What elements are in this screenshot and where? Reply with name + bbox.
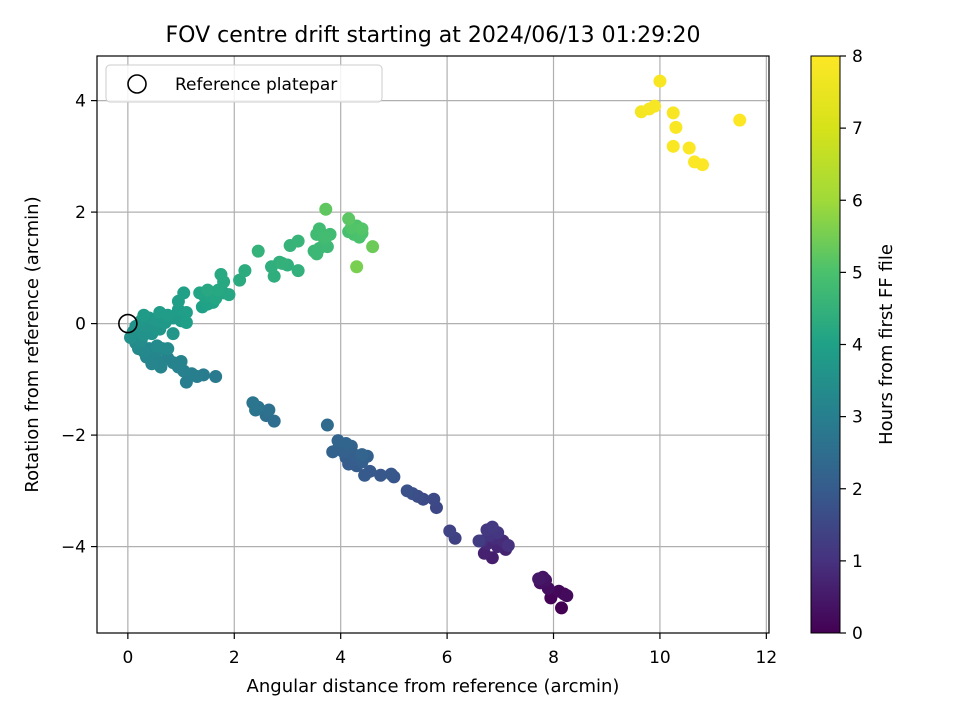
- data-point: [179, 315, 193, 329]
- data-point: [326, 445, 340, 459]
- x-tick-label: 2: [229, 648, 240, 668]
- data-point: [233, 273, 247, 287]
- chart-title: FOV centre drift starting at 2024/06/13 …: [166, 23, 701, 48]
- data-point: [339, 436, 353, 450]
- y-axis-ticks: −4 −2 0 2 4: [61, 92, 97, 558]
- colorbar-tick-label: 6: [852, 191, 863, 211]
- data-point: [161, 342, 175, 356]
- x-tick-label: 0: [122, 648, 133, 668]
- data-point: [400, 484, 414, 498]
- colorbar-tick-label: 7: [852, 119, 863, 139]
- reference-platepar-marker: [118, 313, 138, 334]
- data-point: [501, 538, 515, 552]
- data-point: [310, 247, 324, 261]
- y-tick-label: −4: [61, 538, 86, 558]
- colorbar-label: Hours from first FF file: [876, 244, 897, 445]
- colorbar-tick-label: 2: [852, 480, 863, 500]
- data-point: [355, 448, 369, 462]
- data-point: [251, 244, 265, 258]
- colorbar: [810, 55, 841, 634]
- y-tick-label: 2: [75, 203, 86, 223]
- x-tick-label: 6: [442, 648, 453, 668]
- data-point: [174, 355, 188, 369]
- data-point: [137, 308, 151, 322]
- legend-label: Reference platepar: [175, 75, 337, 95]
- x-tick-label: 8: [548, 648, 559, 668]
- colorbar-tick-label: 5: [852, 263, 863, 283]
- data-point: [179, 305, 193, 319]
- data-point: [161, 308, 175, 322]
- data-point: [177, 286, 191, 300]
- data-point: [355, 222, 369, 236]
- data-point: [653, 74, 667, 88]
- data-point: [427, 492, 441, 506]
- data-point: [209, 370, 223, 384]
- data-point: [666, 139, 680, 153]
- data-point: [291, 234, 305, 248]
- x-axis-ticks: 0 2 4 6 8 10 12: [122, 633, 777, 668]
- data-point: [695, 158, 709, 172]
- data-point: [532, 572, 546, 586]
- legend-box: [105, 64, 383, 103]
- colorbar-tick-label: 1: [852, 552, 863, 572]
- data-point: [733, 113, 747, 127]
- data-point: [275, 256, 289, 270]
- data-point: [342, 212, 356, 226]
- data-point: [682, 141, 696, 155]
- legend: Reference platepar: [105, 64, 383, 103]
- colorbar-ticks: 0 1 2 3 4 5 6 7 8: [840, 47, 863, 644]
- colorbar-tick-label: 0: [852, 624, 863, 644]
- data-point: [350, 260, 364, 274]
- data-point: [384, 467, 398, 481]
- data-point: [201, 283, 215, 297]
- data-point: [554, 601, 568, 615]
- data-point: [249, 403, 263, 417]
- data-point: [166, 327, 180, 341]
- data-point: [150, 339, 164, 353]
- data-point: [374, 468, 388, 482]
- scatter-points: [124, 74, 747, 615]
- data-point: [358, 468, 372, 482]
- x-tick-label: 4: [335, 648, 346, 668]
- colorbar-tick-label: 8: [852, 47, 863, 67]
- colorbar-tick-label: 4: [852, 336, 863, 356]
- data-point: [238, 264, 252, 278]
- colorbar-tick-label: 3: [852, 408, 863, 428]
- data-point: [485, 520, 499, 534]
- y-tick-label: 4: [75, 92, 86, 112]
- data-point: [319, 202, 333, 216]
- data-point: [648, 99, 662, 113]
- y-tick-label: −2: [61, 426, 86, 446]
- data-point: [222, 288, 236, 302]
- data-point: [214, 268, 228, 282]
- data-point: [320, 418, 334, 432]
- legend-marker-icon: [127, 74, 147, 94]
- data-point: [666, 106, 680, 120]
- y-axis-label: Rotation from reference (arcmin): [22, 196, 43, 492]
- data-point: [560, 589, 574, 603]
- data-point: [366, 240, 380, 254]
- x-axis-label: Angular distance from reference (arcmin): [247, 676, 620, 697]
- data-point: [262, 403, 276, 417]
- x-tick-label: 12: [756, 648, 778, 668]
- data-point: [472, 534, 486, 548]
- data-point: [669, 120, 683, 134]
- y-tick-label: 0: [75, 315, 86, 335]
- plot-frame: [96, 55, 770, 634]
- data-point: [161, 351, 175, 365]
- data-point: [443, 524, 457, 538]
- data-point: [318, 230, 332, 244]
- x-tick-label: 10: [649, 648, 671, 668]
- data-point: [291, 264, 305, 278]
